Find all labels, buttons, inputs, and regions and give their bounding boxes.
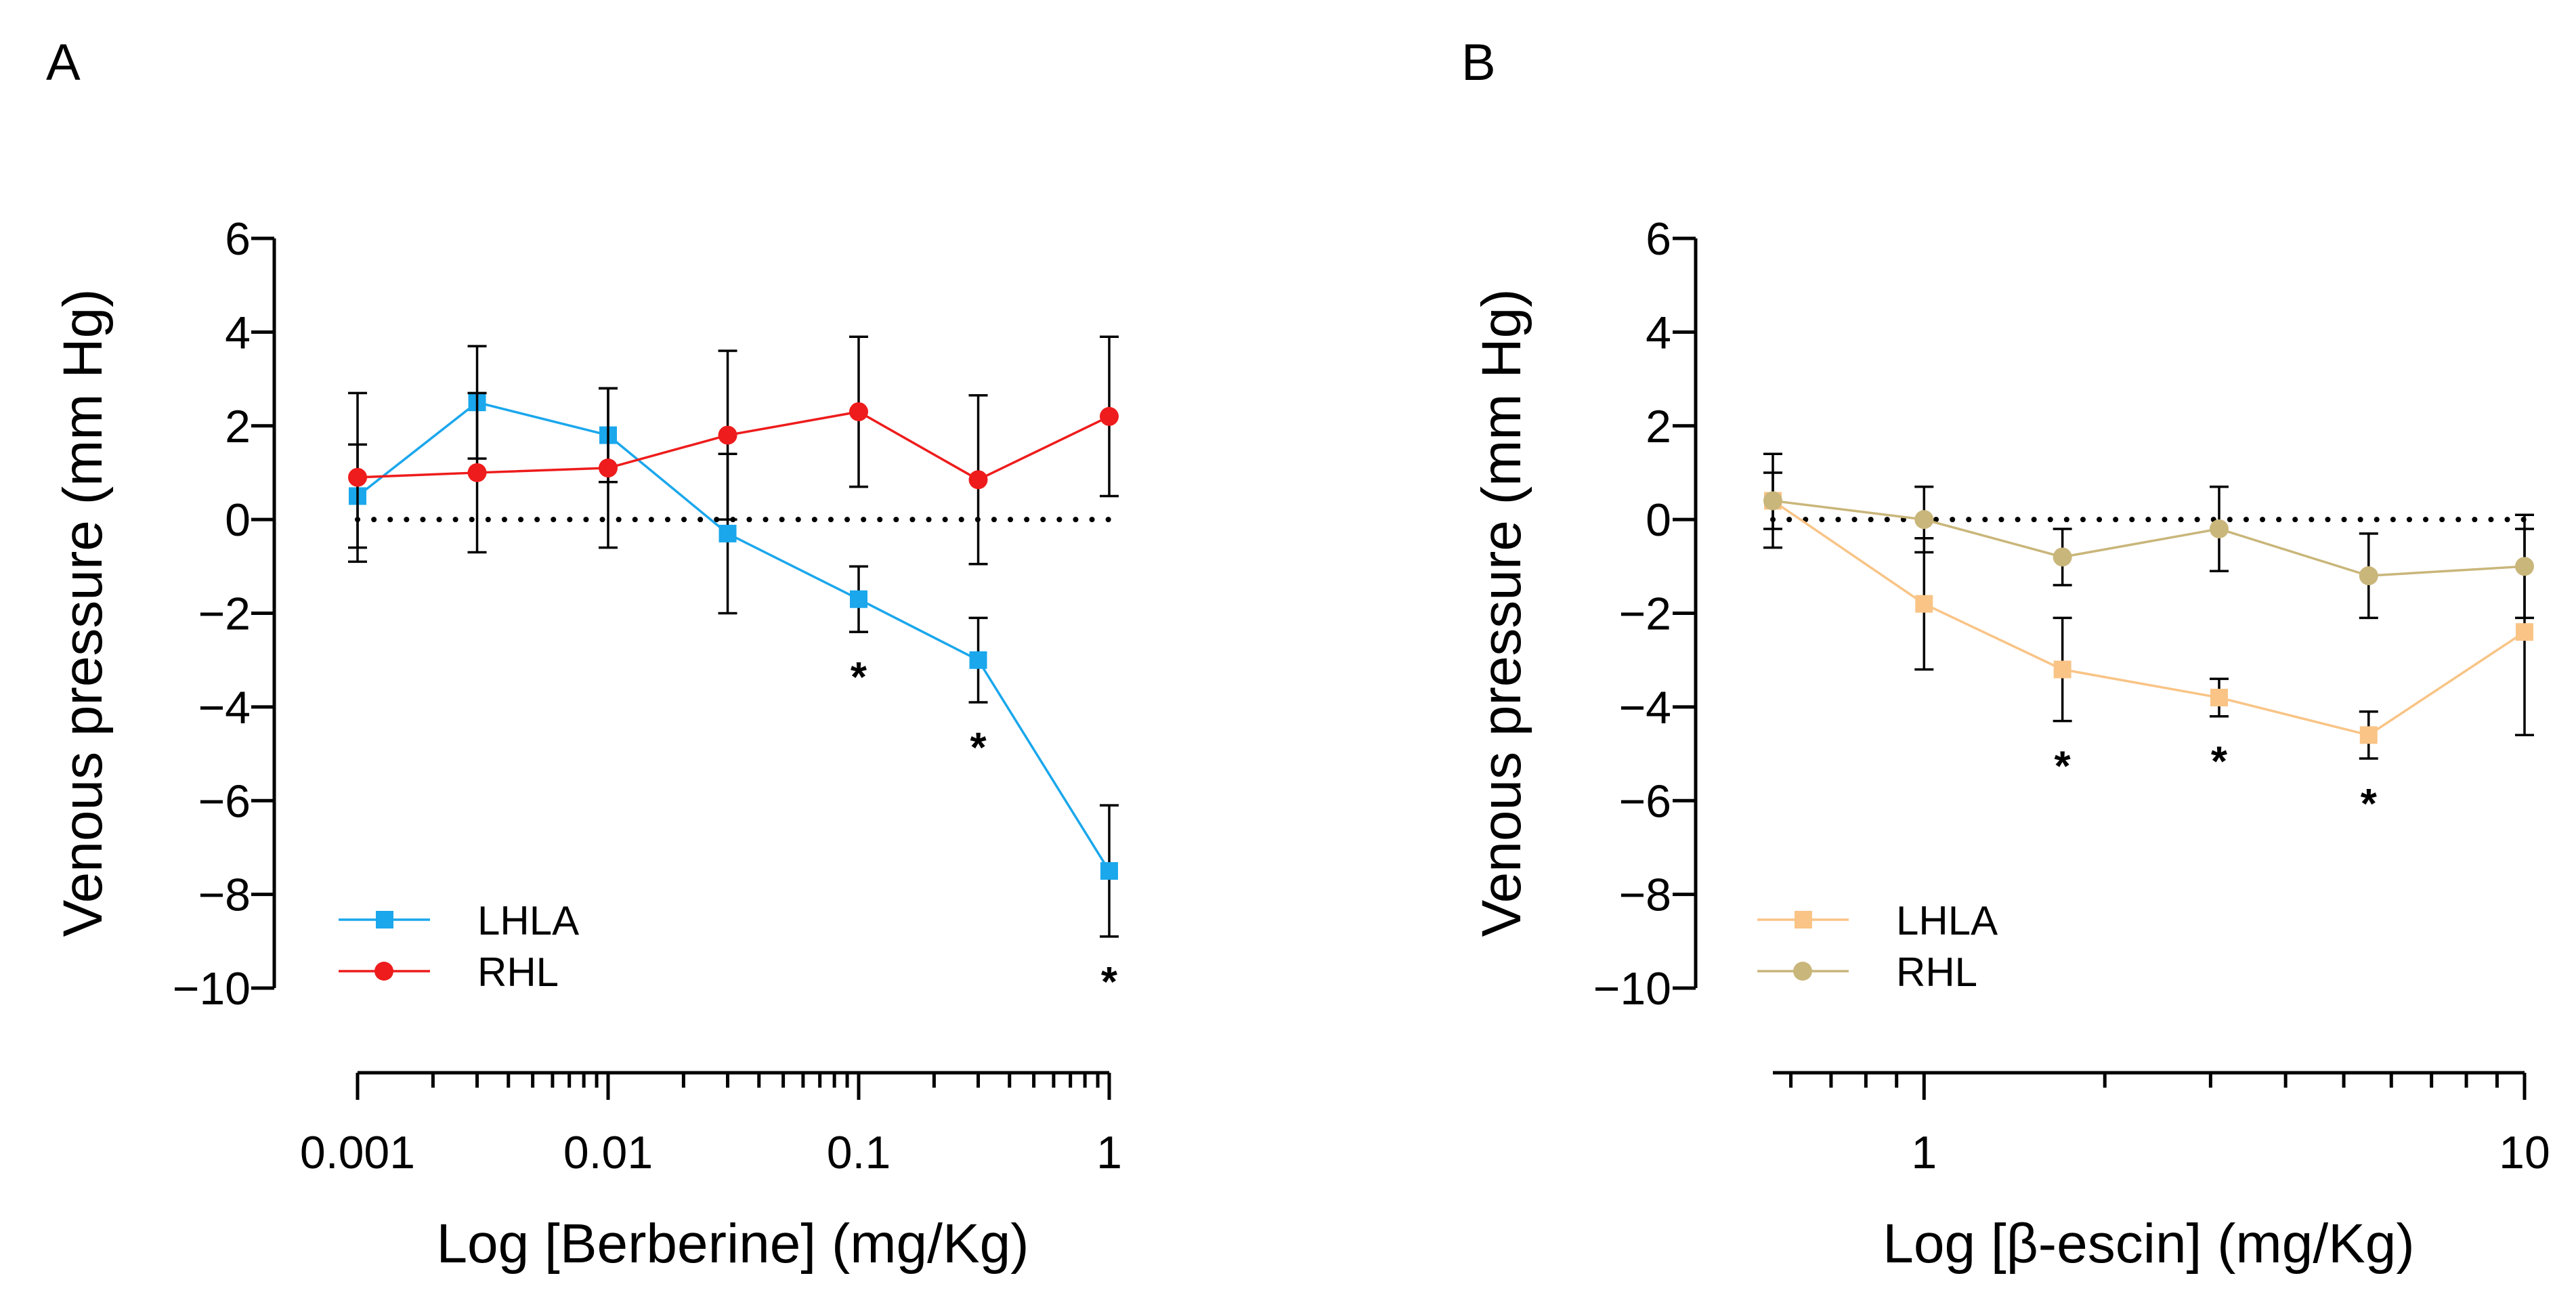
data-point [2359, 726, 2378, 744]
x-tick-label: 1 [1096, 1127, 1122, 1178]
y-tick-label: 6 [225, 213, 251, 265]
y-tick-label: −8 [1618, 870, 1671, 921]
data-point [2515, 557, 2534, 576]
x-tick-label: 0.001 [300, 1127, 415, 1178]
x-axis-title: Log [β-escin] (mg/Kg) [1883, 1213, 2414, 1275]
y-axis-title: Venous pressure (mm Hg) [52, 289, 114, 937]
data-point [969, 651, 987, 669]
series-rhl [348, 335, 1119, 565]
y-tick-label: −8 [198, 870, 251, 921]
legend-entry-rhl: RHL [1757, 949, 1977, 995]
legend-marker [1793, 962, 1812, 981]
y-tick-label: 2 [1646, 401, 1671, 452]
data-point [2053, 547, 2072, 567]
legend-entry-lhla: LHLA [1757, 898, 1998, 943]
data-point [968, 470, 988, 490]
panel-label: A [46, 34, 81, 91]
y-tick-label: 6 [1646, 213, 1671, 265]
legend-marker [1795, 911, 1812, 928]
legend-label: LHLA [477, 898, 579, 943]
panel-label: B [1461, 34, 1496, 91]
panel-a: A 6 4 2 0 −2 −4 −6 −8 −10 0.001 0.01 0.1 1 Venous pres… [46, 34, 1122, 1275]
y-tick-label: −2 [198, 589, 251, 640]
legend-marker [374, 962, 393, 981]
data-point [1763, 491, 1782, 511]
series-line [1772, 499, 2525, 577]
x-axis-title: Log [Berberine] (mg/Kg) [436, 1213, 1029, 1275]
x-tick-label: 0.01 [563, 1127, 653, 1178]
series-lhla: * * * [1763, 452, 2534, 828]
data-point [2053, 660, 2071, 679]
legend-label: LHLA [1896, 898, 1998, 943]
data-point [348, 467, 367, 487]
data-point [850, 590, 867, 608]
significance-marker: * [2055, 744, 2071, 790]
x-tick-label: 10 [2499, 1127, 2550, 1178]
legend-entry-rhl: RHL [339, 949, 559, 995]
y-tick-label: −4 [1618, 682, 1671, 733]
series-lhla: * * * [348, 345, 1119, 1006]
data-point [1914, 510, 1934, 530]
y-tick-label: 2 [225, 401, 251, 452]
series-line [1772, 500, 2525, 737]
data-point [599, 458, 618, 478]
data-point [2359, 566, 2378, 586]
legend-marker [376, 911, 393, 928]
series-rhl [1763, 471, 2534, 620]
data-point [1100, 406, 1119, 426]
data-point [2516, 623, 2533, 641]
significance-marker: * [2211, 739, 2228, 786]
panel-b: B 6 4 2 0 −2 −4 −6 −8 −10 1 10 Venous pressure (mm H… [1461, 34, 2550, 1275]
x-tick-label: 0.1 [827, 1127, 891, 1178]
significance-marker: * [1101, 959, 1118, 1006]
y-tick-label: −10 [1593, 963, 1671, 1014]
y-axis-title: Venous pressure (mm Hg) [1471, 289, 1532, 937]
y-tick-label: 0 [225, 494, 251, 546]
x-tick-label: 1 [1911, 1127, 1937, 1178]
y-tick-label: 4 [225, 307, 251, 358]
data-point [2209, 519, 2229, 538]
legend-label: RHL [1896, 949, 1977, 995]
y-tick-label: −10 [173, 963, 251, 1014]
y-tick-label: −6 [1618, 775, 1671, 827]
data-point [718, 425, 737, 445]
data-point [718, 524, 737, 542]
y-tick-label: −2 [1618, 589, 1671, 640]
data-point [467, 463, 487, 482]
data-point [2210, 689, 2228, 707]
significance-marker: * [851, 654, 867, 701]
y-tick-label: 0 [1646, 494, 1671, 546]
y-tick-label: −4 [198, 682, 251, 733]
significance-marker: * [970, 725, 987, 771]
y-tick-label: 4 [1646, 307, 1671, 358]
data-point [849, 402, 868, 421]
data-point [1100, 862, 1118, 880]
y-tick-label: −6 [198, 775, 251, 827]
legend-label: RHL [477, 949, 559, 995]
significance-marker: * [2361, 781, 2378, 828]
legend-entry-lhla: LHLA [339, 898, 579, 943]
data-point [1915, 595, 1933, 613]
